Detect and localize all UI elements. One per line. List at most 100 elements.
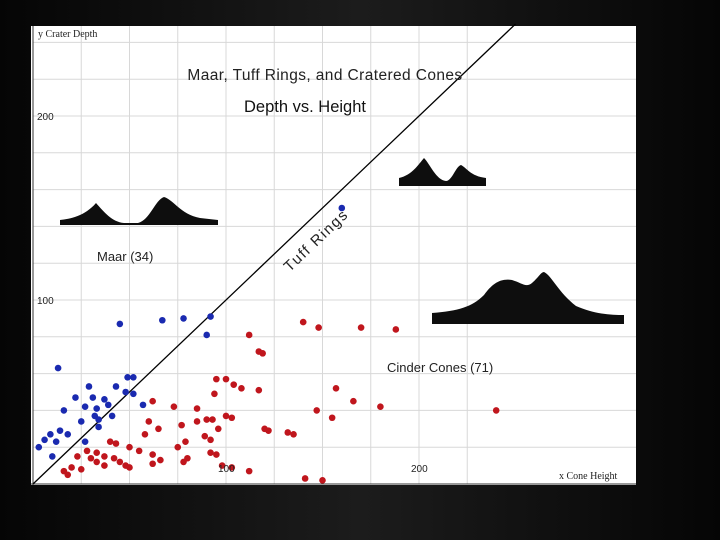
maar-point <box>49 453 56 460</box>
maar-point <box>95 423 102 431</box>
plot-background <box>31 26 636 485</box>
maar-point <box>81 403 89 411</box>
cinder-point <box>101 453 108 460</box>
maar-point <box>35 443 43 451</box>
maar-point <box>124 373 131 381</box>
cinder-point <box>313 407 321 414</box>
cinder-point <box>238 385 245 392</box>
cinder-point <box>77 465 85 473</box>
cinder-point <box>207 436 214 444</box>
cinder-point <box>116 458 124 466</box>
maar-point <box>85 383 93 390</box>
cinder-point <box>145 418 153 425</box>
cinder-point <box>174 443 182 451</box>
maar-point <box>108 412 116 420</box>
data-points <box>35 204 500 484</box>
cinder-point <box>315 324 322 331</box>
crater-profile-illustrations <box>60 158 624 324</box>
cinder-point <box>284 429 292 436</box>
cinder-point <box>218 462 226 469</box>
cinder-point <box>184 454 191 462</box>
cinder-point <box>319 477 326 484</box>
cinder-point <box>357 324 365 331</box>
cinder-point <box>230 381 238 388</box>
chart-title: Maar, Tuff Rings, and Cratered Cones <box>187 67 462 84</box>
cinder-point <box>126 443 133 451</box>
cinder-point <box>299 318 307 326</box>
cinder-point <box>182 438 189 445</box>
cinder-point <box>106 438 114 445</box>
cinder-point <box>155 425 162 433</box>
cinder-point <box>83 447 91 455</box>
cinder-point <box>259 350 266 357</box>
cinder-point <box>222 412 230 420</box>
x-axis-label: x Cone Height <box>559 471 618 482</box>
maar-point <box>72 394 79 401</box>
cinder-point <box>392 326 400 333</box>
cinder-point <box>149 451 156 458</box>
maar-point <box>95 416 102 423</box>
cinder-point <box>350 397 357 405</box>
cinder-point <box>377 403 384 411</box>
maar-point <box>47 431 54 438</box>
cinder-point <box>492 407 500 414</box>
cinder-point <box>301 475 309 482</box>
cinder-point <box>245 467 253 475</box>
cinder-point <box>74 453 81 460</box>
maar-point <box>112 383 120 390</box>
maar-point <box>104 401 112 409</box>
cinder-point <box>135 447 143 455</box>
cinder-cone-profile-shape <box>432 272 624 324</box>
maar-point <box>81 438 89 445</box>
cinder-point <box>193 418 201 425</box>
maar-point <box>122 388 129 396</box>
cinder-point <box>68 464 75 471</box>
maar-point <box>159 316 166 324</box>
maar-point <box>101 396 108 403</box>
cinder-point <box>332 385 340 392</box>
cinder-point <box>255 386 263 394</box>
x-tick-label: 100 <box>218 464 235 475</box>
cinder-point <box>245 331 253 339</box>
maar-point <box>180 315 187 322</box>
cinder-point <box>328 414 336 422</box>
y-axis-label: y Crater Depth <box>38 29 97 40</box>
maar-point <box>93 405 100 412</box>
cinder-point <box>203 416 210 423</box>
chart-subtitle: Depth vs. Height <box>244 98 366 116</box>
cinder-cones-annotation: Cinder Cones (71) <box>387 360 493 375</box>
cinder-point <box>170 403 178 411</box>
cinder-point <box>214 425 222 433</box>
cinder-point <box>64 471 72 479</box>
cinder-point <box>93 458 100 466</box>
cinder-point <box>110 454 118 462</box>
maar-point <box>139 401 147 409</box>
cinder-point <box>265 427 272 434</box>
maar-point <box>130 390 137 398</box>
cinder-point <box>213 375 220 383</box>
cinder-point <box>211 390 218 398</box>
maar-point <box>207 313 214 320</box>
cinder-point <box>193 405 201 412</box>
tuff-rings-reference-line <box>32 23 516 485</box>
maar-point <box>89 394 97 401</box>
maar-point <box>41 436 48 444</box>
maar-point <box>54 364 62 372</box>
y-tick-label: 200 <box>37 112 54 123</box>
grid <box>33 26 636 484</box>
maar-point <box>116 320 124 328</box>
cinder-point <box>101 462 108 469</box>
cinder-point <box>157 456 164 464</box>
cinder-point <box>201 432 209 440</box>
cinder-point <box>228 414 236 422</box>
cinder-point <box>213 451 220 458</box>
maar-point <box>56 427 64 434</box>
cinder-point <box>228 464 236 471</box>
maar-point <box>77 418 85 425</box>
y-tick-label: 100 <box>37 296 54 307</box>
cinder-point <box>207 449 214 457</box>
maar-profile-shape <box>60 197 218 225</box>
cinder-point <box>141 431 149 438</box>
maar-point <box>338 204 346 212</box>
